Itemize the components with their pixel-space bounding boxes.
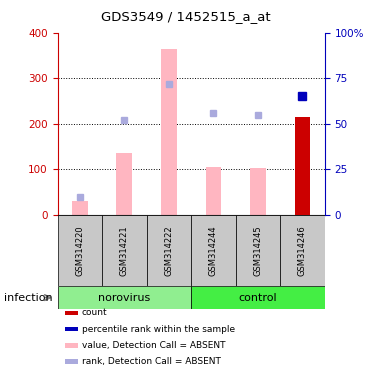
Bar: [147, 215, 191, 286]
Text: norovirus: norovirus: [98, 293, 150, 303]
Text: GSM314221: GSM314221: [120, 225, 129, 276]
Bar: [295, 117, 310, 215]
Bar: [65, 327, 78, 331]
Text: GSM314222: GSM314222: [164, 225, 173, 276]
Text: control: control: [239, 293, 277, 303]
Text: infection: infection: [4, 293, 52, 303]
Bar: [58, 286, 191, 309]
Bar: [58, 215, 102, 286]
Text: GSM314245: GSM314245: [253, 225, 262, 276]
Bar: [65, 359, 78, 364]
Bar: [236, 215, 280, 286]
Bar: [206, 167, 221, 215]
Bar: [72, 201, 88, 215]
Text: GSM314246: GSM314246: [298, 225, 307, 276]
Bar: [191, 215, 236, 286]
Text: GSM314244: GSM314244: [209, 225, 218, 276]
Bar: [250, 168, 266, 215]
Bar: [102, 215, 147, 286]
Bar: [161, 49, 177, 215]
Text: percentile rank within the sample: percentile rank within the sample: [82, 324, 235, 334]
Text: value, Detection Call = ABSENT: value, Detection Call = ABSENT: [82, 341, 225, 350]
Text: count: count: [82, 308, 107, 318]
Bar: [191, 286, 325, 309]
Bar: [65, 311, 78, 315]
Text: GDS3549 / 1452515_a_at: GDS3549 / 1452515_a_at: [101, 10, 270, 23]
Bar: [280, 215, 325, 286]
Text: rank, Detection Call = ABSENT: rank, Detection Call = ABSENT: [82, 357, 220, 366]
Bar: [65, 343, 78, 348]
Bar: [116, 154, 132, 215]
Text: GSM314220: GSM314220: [75, 225, 84, 276]
